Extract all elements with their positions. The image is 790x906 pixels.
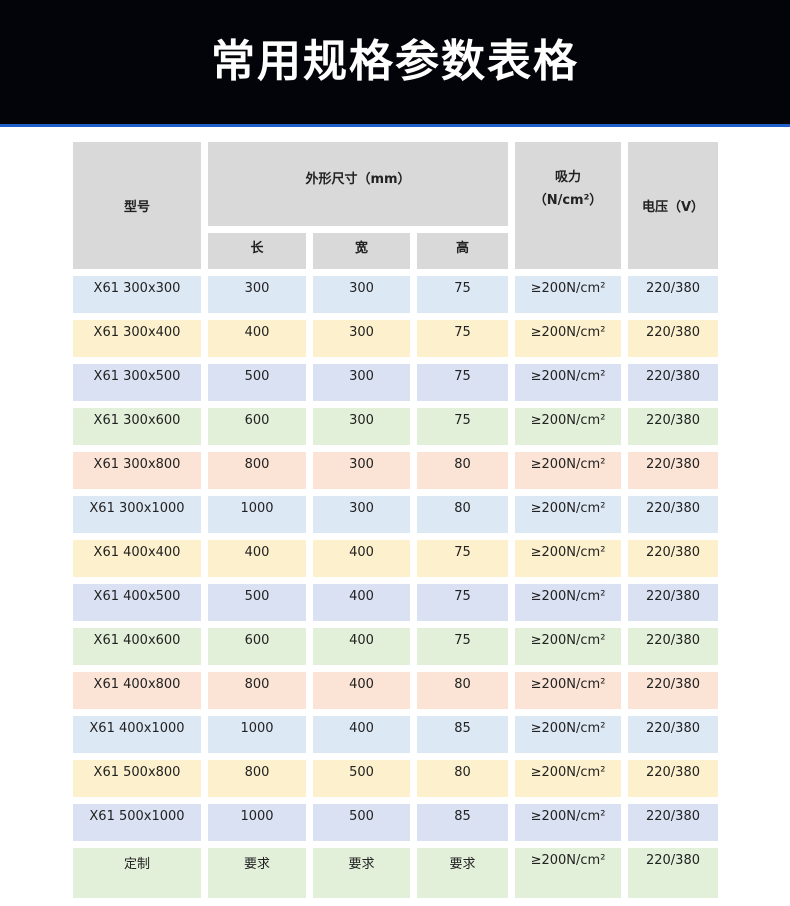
cell-height: 80 — [417, 452, 508, 489]
cell-voltage: 220/380 — [628, 804, 718, 841]
cell-model: X61 400x600 — [73, 628, 201, 665]
cell-length: 400 — [208, 540, 306, 577]
cell-height: 75 — [417, 364, 508, 401]
cell-model: X61 300x400 — [73, 320, 201, 357]
cell-width: 500 — [313, 804, 410, 841]
cell-height: 85 — [417, 804, 508, 841]
cell-length: 500 — [208, 364, 306, 401]
cell-model: X61 300x500 — [73, 364, 201, 401]
cell-length: 1000 — [208, 804, 306, 841]
cell-height: 75 — [417, 320, 508, 357]
cell-suction: ≥200N/cm² — [515, 628, 621, 665]
cell-width: 400 — [313, 628, 410, 665]
cell-voltage: 220/380 — [628, 452, 718, 489]
cell-width: 要求 — [313, 848, 410, 898]
title-banner: 常用规格参数表格 — [0, 0, 790, 127]
cell-voltage: 220/380 — [628, 848, 718, 898]
cell-width: 300 — [313, 320, 410, 357]
cell-length: 800 — [208, 452, 306, 489]
cell-voltage: 220/380 — [628, 672, 718, 709]
cell-length: 要求 — [208, 848, 306, 898]
header-suction-label: 吸力 — [554, 170, 581, 185]
cell-width: 400 — [313, 584, 410, 621]
cell-height: 要求 — [417, 848, 508, 898]
cell-voltage: 220/380 — [628, 320, 718, 357]
cell-suction: ≥200N/cm² — [515, 584, 621, 621]
cell-width: 500 — [313, 760, 410, 797]
cell-height: 75 — [417, 540, 508, 577]
cell-model: X61 500x800 — [73, 760, 201, 797]
cell-length: 600 — [208, 628, 306, 665]
cell-suction: ≥200N/cm² — [515, 496, 621, 533]
header-dimensions: 外形尺寸（mm） — [208, 142, 508, 226]
cell-model: 定制 — [73, 848, 201, 898]
cell-model: X61 300x600 — [73, 408, 201, 445]
header-width: 宽 — [313, 233, 410, 269]
header-height: 高 — [417, 233, 508, 269]
cell-suction: ≥200N/cm² — [515, 452, 621, 489]
cell-voltage: 220/380 — [628, 540, 718, 577]
cell-height: 85 — [417, 716, 508, 753]
cell-suction: ≥200N/cm² — [515, 364, 621, 401]
cell-length: 1000 — [208, 716, 306, 753]
cell-height: 75 — [417, 276, 508, 313]
cell-height: 80 — [417, 760, 508, 797]
cell-voltage: 220/380 — [628, 496, 718, 533]
cell-suction: ≥200N/cm² — [515, 320, 621, 357]
cell-width: 300 — [313, 276, 410, 313]
cell-model: X61 500x1000 — [73, 804, 201, 841]
cell-model: X61 300x800 — [73, 452, 201, 489]
cell-length: 300 — [208, 276, 306, 313]
cell-width: 300 — [313, 496, 410, 533]
cell-voltage: 220/380 — [628, 276, 718, 313]
cell-length: 600 — [208, 408, 306, 445]
cell-width: 300 — [313, 364, 410, 401]
cell-suction: ≥200N/cm² — [515, 672, 621, 709]
cell-length: 1000 — [208, 496, 306, 533]
header-suction-unit: （N/cm²） — [533, 193, 603, 208]
cell-voltage: 220/380 — [628, 584, 718, 621]
cell-voltage: 220/380 — [628, 628, 718, 665]
cell-voltage: 220/380 — [628, 760, 718, 797]
header-length: 长 — [208, 233, 306, 269]
cell-model: X61 400x500 — [73, 584, 201, 621]
cell-width: 400 — [313, 540, 410, 577]
page-title: 常用规格参数表格 — [211, 36, 579, 87]
cell-width: 300 — [313, 408, 410, 445]
cell-length: 800 — [208, 760, 306, 797]
header-model: 型号 — [73, 142, 201, 269]
cell-length: 400 — [208, 320, 306, 357]
cell-model: X61 300x1000 — [73, 496, 201, 533]
cell-length: 800 — [208, 672, 306, 709]
cell-height: 75 — [417, 628, 508, 665]
header-voltage: 电压（V） — [628, 142, 718, 269]
cell-voltage: 220/380 — [628, 364, 718, 401]
cell-voltage: 220/380 — [628, 408, 718, 445]
spec-table: 型号 外形尺寸（mm） 吸力 （N/cm²） 电压（V） 长 宽 高 X61 3… — [73, 142, 718, 898]
header-suction: 吸力 （N/cm²） — [515, 142, 621, 269]
cell-model: X61 400x1000 — [73, 716, 201, 753]
cell-suction: ≥200N/cm² — [515, 408, 621, 445]
cell-suction: ≥200N/cm² — [515, 848, 621, 898]
cell-voltage: 220/380 — [628, 716, 718, 753]
cell-height: 75 — [417, 408, 508, 445]
cell-suction: ≥200N/cm² — [515, 716, 621, 753]
cell-model: X61 400x800 — [73, 672, 201, 709]
cell-model: X61 300x300 — [73, 276, 201, 313]
cell-width: 400 — [313, 716, 410, 753]
cell-width: 300 — [313, 452, 410, 489]
cell-suction: ≥200N/cm² — [515, 760, 621, 797]
cell-height: 75 — [417, 584, 508, 621]
cell-length: 500 — [208, 584, 306, 621]
cell-suction: ≥200N/cm² — [515, 276, 621, 313]
cell-model: X61 400x400 — [73, 540, 201, 577]
cell-height: 80 — [417, 496, 508, 533]
cell-width: 400 — [313, 672, 410, 709]
cell-height: 80 — [417, 672, 508, 709]
cell-suction: ≥200N/cm² — [515, 804, 621, 841]
cell-suction: ≥200N/cm² — [515, 540, 621, 577]
